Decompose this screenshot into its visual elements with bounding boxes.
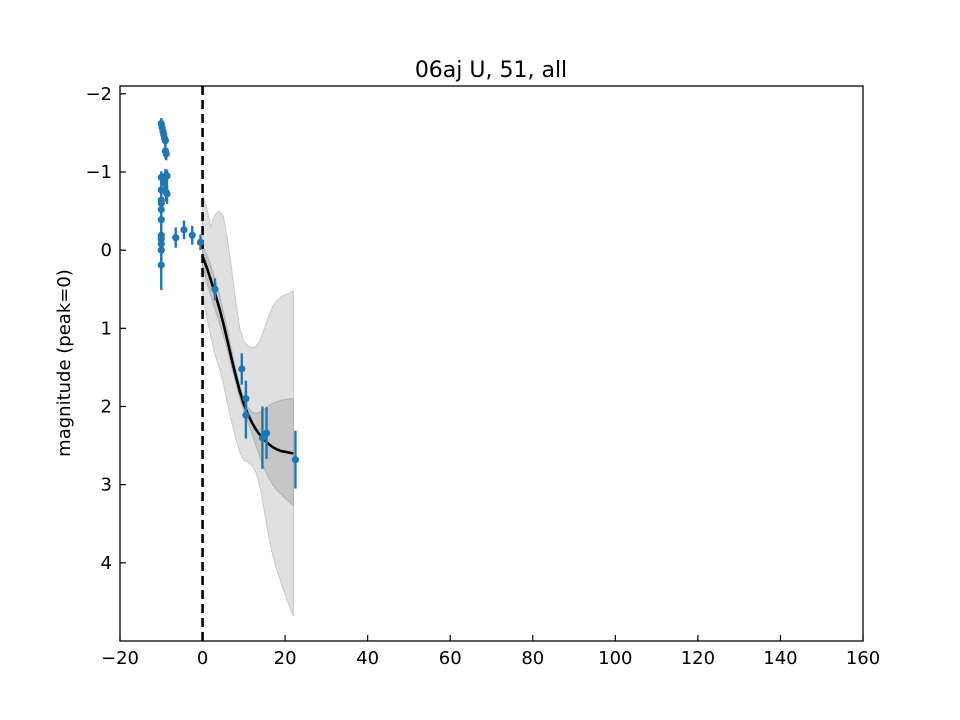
point-marker bbox=[291, 456, 300, 464]
x-axis-ticks: −20 0 20 40 60 80 100 120 140 160 bbox=[101, 635, 880, 669]
x-tick-label: 40 bbox=[356, 648, 379, 669]
data-point bbox=[188, 225, 196, 245]
point-marker bbox=[188, 231, 196, 239]
data-point bbox=[162, 147, 170, 161]
data-point bbox=[157, 239, 165, 291]
point-marker bbox=[157, 216, 165, 224]
data-point bbox=[196, 234, 205, 251]
x-tick-label: 120 bbox=[681, 648, 715, 669]
data-point bbox=[180, 220, 188, 240]
data-point bbox=[258, 406, 267, 470]
point-marker bbox=[211, 285, 219, 293]
point-marker bbox=[262, 429, 271, 437]
data-point bbox=[211, 278, 219, 301]
point-marker bbox=[196, 238, 205, 246]
point-marker bbox=[258, 434, 267, 442]
point-marker bbox=[157, 261, 165, 269]
y-tick-label: 3 bbox=[101, 475, 112, 496]
x-tick-label: 0 bbox=[197, 648, 208, 669]
data-point bbox=[238, 353, 246, 385]
x-tick-label: 140 bbox=[763, 648, 797, 669]
data-point bbox=[291, 430, 300, 489]
point-marker bbox=[163, 190, 171, 198]
y-tick-label: 1 bbox=[101, 318, 112, 339]
point-marker bbox=[238, 365, 246, 373]
x-tick-label: 20 bbox=[274, 648, 297, 669]
data-points bbox=[157, 118, 300, 489]
point-marker bbox=[172, 234, 180, 242]
point-marker bbox=[162, 150, 170, 158]
x-tick-label: 60 bbox=[439, 648, 462, 669]
point-marker bbox=[161, 137, 170, 145]
chart-title: 06aj U, 51, all bbox=[415, 58, 567, 83]
point-marker bbox=[242, 411, 250, 419]
y-axis-ticks: −2 −1 0 1 2 3 4 bbox=[85, 84, 126, 574]
data-point bbox=[242, 391, 250, 439]
data-point bbox=[172, 227, 180, 248]
y-tick-label: −2 bbox=[85, 84, 112, 105]
y-tick-label: 0 bbox=[101, 240, 112, 261]
point-marker bbox=[157, 205, 165, 214]
point-marker bbox=[180, 226, 188, 234]
plot-frame bbox=[119, 85, 864, 642]
y-tick-label: 4 bbox=[101, 553, 112, 574]
inner-uncertainty-band bbox=[202, 245, 294, 507]
x-tick-label: 160 bbox=[846, 648, 880, 669]
x-tick-label: 100 bbox=[598, 648, 632, 669]
y-tick-label: 2 bbox=[101, 396, 112, 417]
y-tick-label: −1 bbox=[85, 162, 112, 183]
data-point bbox=[262, 407, 271, 459]
x-tick-label: 80 bbox=[521, 648, 544, 669]
x-tick-label: −20 bbox=[101, 648, 139, 669]
data-point bbox=[163, 183, 171, 205]
uncertainty-bands bbox=[202, 195, 294, 617]
outer-uncertainty-band bbox=[202, 195, 294, 617]
y-axis-title: magnitude (peak=0) bbox=[54, 269, 75, 457]
